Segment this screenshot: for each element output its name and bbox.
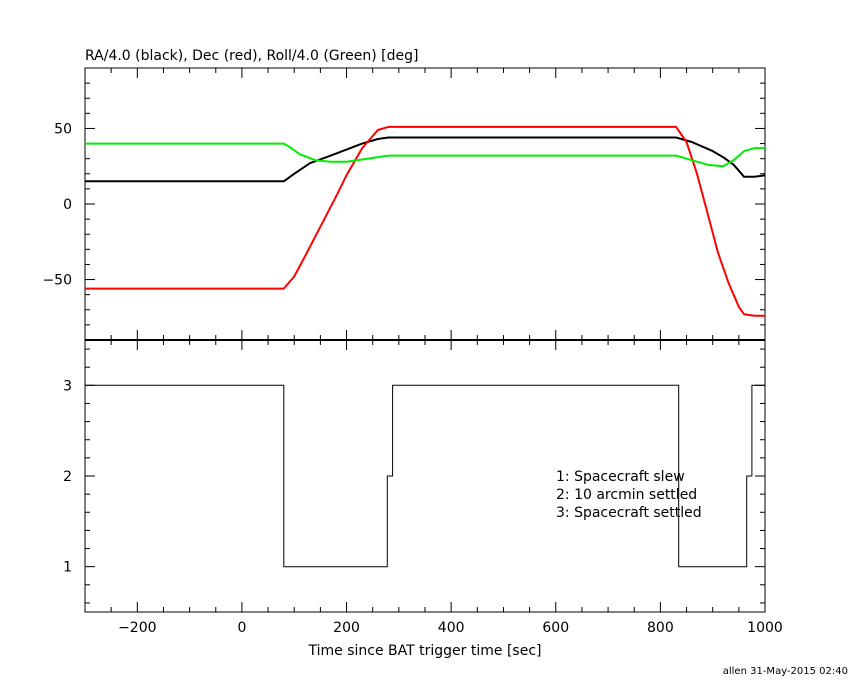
legend-item-settled: 3: Spacecraft settled xyxy=(556,505,702,521)
bottom-axis-ticks: −200 0 200 400 600 800 1000 1 2 3 xyxy=(63,340,783,636)
x-axis-label: Time since BAT trigger time [sec] xyxy=(308,643,542,659)
top-series-line-0 xyxy=(85,136,766,183)
y-tick-label: −50 xyxy=(42,273,72,289)
top-panel: −50 0 50 xyxy=(42,67,766,341)
legend-item-slew: 1: Spacecraft slew xyxy=(556,469,685,485)
bottom-series-line-0 xyxy=(85,384,765,568)
x-tick-label: 1000 xyxy=(747,620,783,636)
x-tick-label: 200 xyxy=(333,620,360,636)
x-tick-label: 800 xyxy=(647,620,674,636)
x-tick-label: −200 xyxy=(118,620,156,636)
x-tick-label: 0 xyxy=(237,620,246,636)
chart-title: RA/4.0 (black), Dec (red), Roll/4.0 (Gre… xyxy=(85,48,418,64)
y-tick-label: 2 xyxy=(63,469,72,485)
x-tick-label: 400 xyxy=(438,620,465,636)
top-axis-ticks: −50 0 50 xyxy=(42,68,765,340)
bottom-panel: −200 0 200 400 600 800 1000 1 2 3 1: Spacecraft s… xyxy=(63,339,783,636)
legend-item-10-arcmin: 2: 10 arcmin settled xyxy=(556,487,697,503)
bottom-series-group xyxy=(85,384,765,568)
top-series-line-2 xyxy=(85,142,765,168)
y-tick-label: 0 xyxy=(63,197,72,213)
top-series-line-1 xyxy=(85,125,765,317)
y-tick-label: 3 xyxy=(63,378,72,394)
status-legend: 1: Spacecraft slew 2: 10 arcmin settled … xyxy=(556,469,702,521)
top-plot-frame xyxy=(84,67,766,341)
top-series-group xyxy=(85,125,766,317)
x-tick-label: 600 xyxy=(542,620,569,636)
y-tick-label: 1 xyxy=(63,560,72,576)
y-tick-label: 50 xyxy=(54,121,72,137)
footer-stamp: allen 31-May-2015 02:40 xyxy=(723,666,848,677)
